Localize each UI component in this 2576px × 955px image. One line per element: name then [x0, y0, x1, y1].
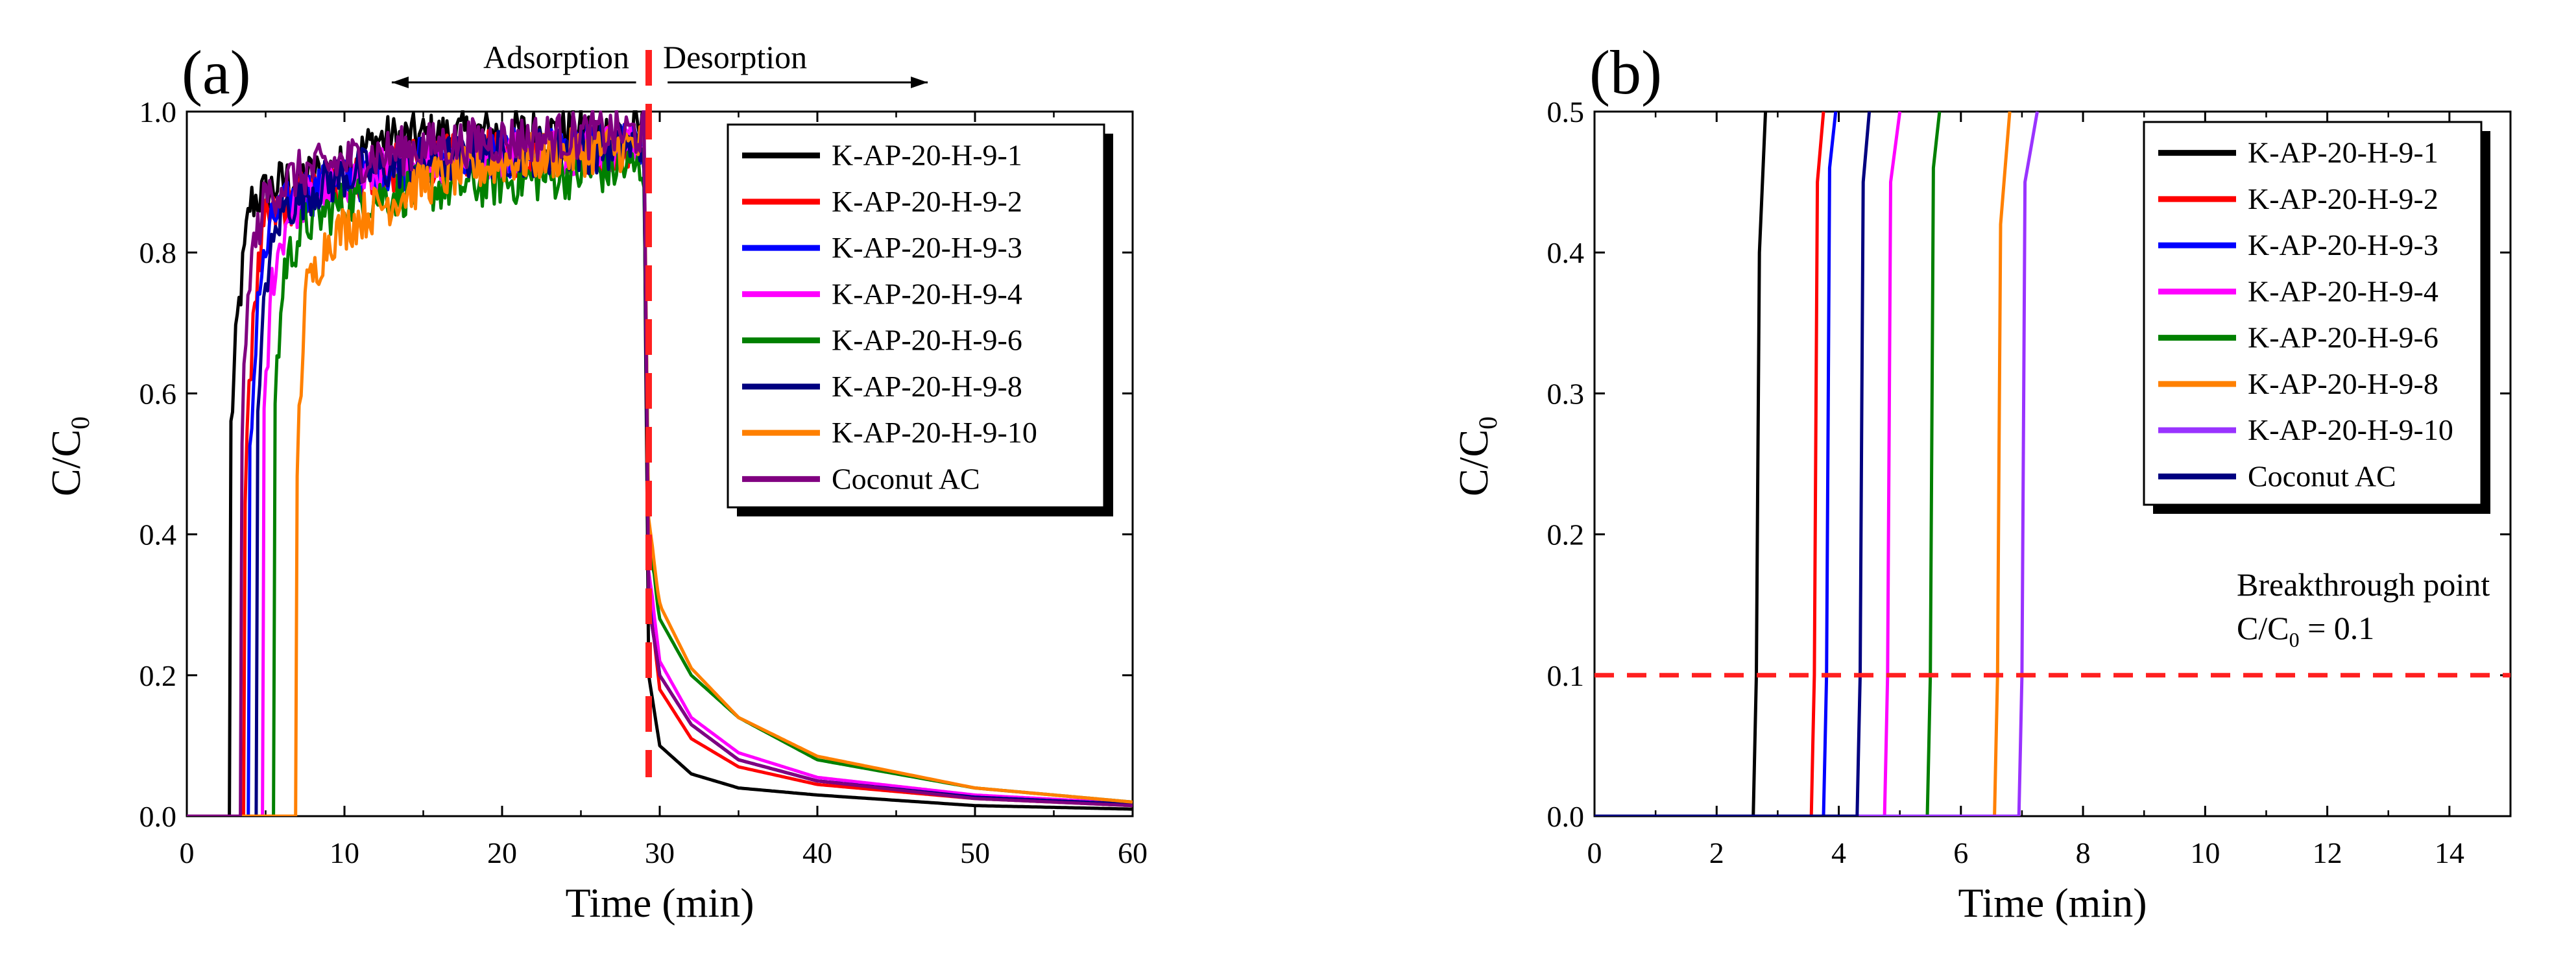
legend-label: K-AP-20-H-9-10	[2248, 413, 2453, 446]
y-tick-label: 0.0	[1547, 800, 1585, 833]
breakthrough-value-main: C/C	[2237, 610, 2289, 646]
desorption-label: Desorption	[663, 39, 807, 75]
x-tick-label: 60	[1118, 836, 1148, 869]
y-tick-label: 0.2	[139, 659, 177, 692]
x-tick-label: 40	[802, 836, 832, 869]
legend-label: K-AP-20-H-9-8	[832, 370, 1022, 403]
breakthrough-value-sub: 0	[2289, 628, 2300, 651]
y-axis-label-sub: 0	[66, 417, 95, 429]
legend-box	[2143, 121, 2483, 506]
y-axis-label: C/C0	[1451, 417, 1502, 496]
x-tick-label: 14	[2435, 836, 2464, 869]
x-tick-label: 12	[2313, 836, 2342, 869]
legend-label: Coconut AC	[832, 462, 980, 495]
panel-b: 0 2 4 6 8 10 12 14 0.0 0.1 0.2 0.3 0.4 0.5 Time (min) C…	[1451, 38, 2512, 926]
adsorption-arrow-head	[391, 77, 409, 88]
panel-label: (a)	[182, 38, 251, 107]
x-axis-label: Time (min)	[566, 880, 754, 926]
x-tick-label: 10	[330, 836, 359, 869]
y-axis-label-sub: 0	[1473, 417, 1502, 429]
y-tick-label: 0.2	[1547, 518, 1585, 551]
x-axis-label: Time (min)	[1958, 880, 2147, 926]
breakthrough-value-label: C/C0 = 0.1	[2237, 610, 2374, 651]
legend-label: K-AP-20-H-9-2	[832, 185, 1022, 218]
x-tick-label: 20	[487, 836, 517, 869]
series-group	[187, 110, 1133, 816]
x-tick-label: 0	[1587, 836, 1602, 869]
x-tick-label: 4	[1831, 836, 1846, 869]
legend-label: K-AP-20-H-9-1	[2248, 136, 2438, 169]
legend-label: K-AP-20-H-9-10	[832, 416, 1037, 449]
y-tick-label: 0.5	[1547, 95, 1585, 128]
x-tick-label: 0	[180, 836, 195, 869]
y-tick-label: 0.8	[139, 236, 177, 269]
legend-label: K-AP-20-H-9-1	[832, 139, 1022, 172]
panel-label: (b)	[1589, 38, 1662, 107]
series-line	[1595, 111, 2012, 816]
y-tick-label: 0.3	[1547, 377, 1585, 410]
y-tick-label: 0.0	[139, 800, 177, 833]
adsorption-label: Adsorption	[483, 39, 629, 75]
y-tick-label: 1.0	[139, 95, 177, 128]
y-tick-label: 0.4	[1547, 236, 1585, 269]
plot-frame	[1593, 110, 2512, 817]
breakthrough-label: Breakthrough point	[2237, 566, 2490, 603]
legend-label: K-AP-20-H-9-6	[2248, 321, 2438, 354]
legend-label: K-AP-20-H-9-4	[2248, 274, 2438, 308]
legend-label: K-AP-20-H-9-6	[832, 324, 1022, 357]
y-axis-label-main: C/C	[43, 429, 89, 496]
y-axis-label: C/C0	[43, 417, 95, 496]
panel-a: 0 10 20 30 40 50 60 0.0 0.2 0.4 0.6 0.8 1.0 Time (min…	[43, 38, 1148, 926]
legend-label: K-AP-20-H-9-3	[832, 231, 1022, 264]
series-line	[1595, 111, 1838, 816]
y-tick-label: 0.4	[139, 518, 177, 551]
x-tick-label: 30	[645, 836, 675, 869]
x-tick-label: 8	[2076, 836, 2091, 869]
breakthrough-value-tail: = 0.1	[2300, 610, 2375, 646]
legend-label: K-AP-20-H-9-4	[832, 277, 1022, 310]
desorption-arrow-head	[911, 77, 928, 88]
series-line	[1595, 111, 1768, 816]
y-tick-label: 0.6	[139, 377, 177, 410]
legend-label: K-AP-20-H-9-8	[2248, 367, 2438, 400]
legend-label: K-AP-20-H-9-3	[2248, 228, 2438, 261]
x-tick-label: 6	[1953, 836, 1968, 869]
y-axis-label-main: C/C	[1451, 429, 1497, 496]
x-tick-label: 10	[2190, 836, 2220, 869]
y-tick-label: 0.1	[1547, 659, 1585, 692]
x-tick-label: 2	[1709, 836, 1724, 869]
legend-label: K-AP-20-H-9-2	[2248, 182, 2438, 215]
series-line	[187, 125, 1133, 816]
legend-label: Coconut AC	[2248, 459, 2396, 492]
series-line	[187, 110, 1133, 816]
legend-box	[727, 123, 1105, 509]
series-line	[1595, 111, 1825, 816]
series-line	[1595, 111, 1902, 816]
x-tick-label: 50	[960, 836, 990, 869]
series-group	[1595, 111, 2039, 816]
